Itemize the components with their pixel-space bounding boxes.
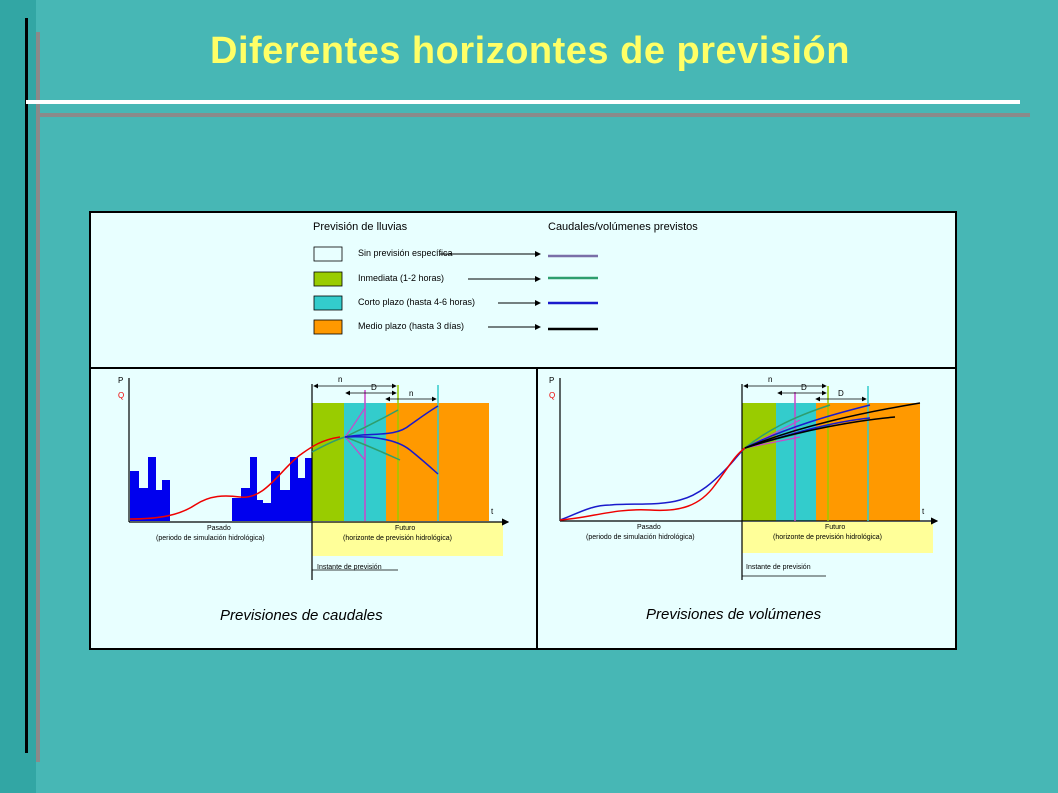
left-gray-line [36,32,40,762]
legend-item-medio: Medio plazo (hasta 3 días) [358,321,465,331]
right-dim-n: n [768,375,773,384]
left-dim-d: D [371,383,377,392]
left-accent-bar [0,0,36,793]
left-black-line [25,18,28,753]
legend-swatch-inmediata [313,271,343,287]
right-instant-label: Instante de previsión [746,564,811,571]
precip-bars-left [130,457,170,521]
panel-caudales [128,378,510,580]
panel-volumenes [559,378,939,580]
left-axis-q: Q [118,391,125,400]
right-dim-d2: D [838,389,844,398]
legend-flow-header: Caudales/volúmenes previstos [548,221,698,233]
legend-item-inmediata: Inmediata (1-2 horas) [358,273,445,283]
right-past-sub: (periodo de simulación hidrológica) [586,534,695,541]
legend-item-none: Sin previsión específica [358,248,453,258]
legend-swatch-medio [313,319,343,335]
legend-swatch-none [313,246,343,262]
legend-item-corto: Corto plazo (hasta 4-6 horas) [358,297,476,307]
right-caption: Previsiones de volúmenes [646,606,822,623]
left-axis-p: P [118,376,124,385]
right-axis-p: P [549,376,555,385]
right-past-label: Pasado [637,524,661,531]
title-white-rule [26,100,1020,104]
left-instant-label: Instante de previsión [317,564,382,571]
right-axis-t: t [922,507,925,516]
title-gray-rule [40,113,1030,117]
legend-swatch-corto [313,295,343,311]
right-future-label: Futuro [825,524,846,531]
legend-rain-header: Previsión de lluvias [313,221,408,233]
legend [313,246,598,335]
left-past-label: Pasado [207,525,231,532]
left-future-sub: (horizonte de previsión hidrológica) [343,535,452,542]
left-future-label: Futuro [395,525,416,532]
right-dim-d: D [801,383,807,392]
slide-title: Diferentes horizontes de previsión [210,30,850,72]
right-axis-q: Q [549,391,556,400]
left-past-sub: (periodo de simulación hidrológica) [156,535,265,542]
left-dim-n: n [338,375,343,384]
right-future-sub: (horizonte de previsión hidrológica) [773,534,882,541]
left-axis-t: t [491,507,494,516]
left-dim-n2: n [409,389,414,398]
left-caption: Previsiones de caudales [220,607,383,624]
